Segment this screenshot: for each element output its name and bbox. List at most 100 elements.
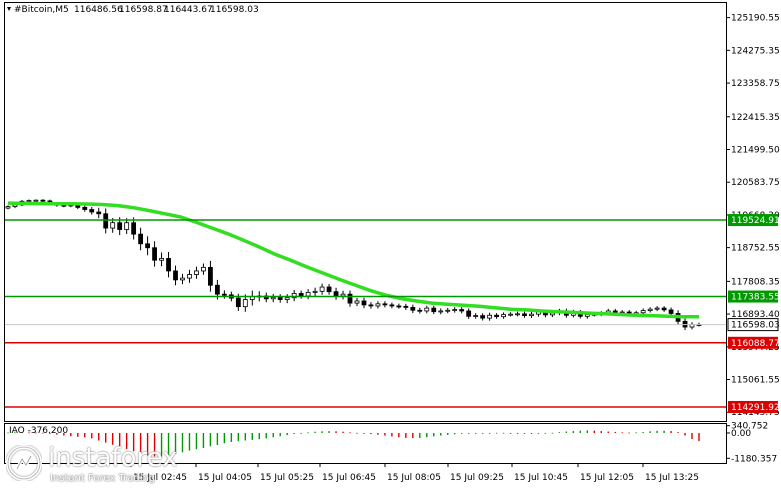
price-axis: 125190.55 124275.35 123358.75 122415.35 1214… [726, 14, 780, 418]
symbol-timeframe: #Bitcoin,M5 [14, 5, 69, 15]
candle-body [417, 309, 423, 312]
indicator-bar [495, 432, 498, 434]
indicator-bar [111, 433, 114, 445]
indicator-bar [474, 433, 477, 434]
indicator-bar [370, 433, 372, 435]
indicator-bar [286, 433, 288, 436]
ohlc-open: 116486.56 [74, 5, 123, 15]
time-tick-label: 15 Jul 08:05 [387, 473, 441, 483]
indicator-bar [628, 432, 630, 434]
candle-body [452, 309, 458, 311]
moving-average-line [7, 201, 699, 319]
candle-body [326, 286, 332, 293]
indicator-bar [35, 432, 37, 434]
indicator-bar [91, 433, 93, 439]
candle-body [284, 297, 290, 300]
ohlc-low: 116443.67 [164, 5, 213, 15]
ohlc-high: 116598.87 [119, 5, 168, 15]
indicator-bar [181, 433, 184, 453]
candle-body [396, 305, 402, 308]
candle-body [242, 299, 248, 308]
indicator-bar [70, 433, 72, 437]
indicator-plot-frame [4, 423, 727, 464]
price-level-tag [728, 290, 778, 303]
indicator-bar [230, 433, 233, 442]
indicator-tick-label: 0.00 [731, 429, 751, 439]
candle-body [612, 310, 618, 313]
indicator-bar [125, 433, 128, 450]
watermark-brand: instaforex [48, 443, 178, 473]
watermark-tagline: Instant Forex Trading [50, 473, 156, 484]
watermark: instaforex Instant Forex Trading [4, 443, 184, 487]
candle-body [368, 304, 374, 307]
price-level-label: 117383.55 [731, 293, 780, 303]
price-tick-label: 124275.35 [731, 46, 780, 56]
indicator-bar [14, 432, 16, 434]
indicator-bar [460, 433, 463, 434]
indicator-bar [447, 433, 449, 435]
indicator-bar [551, 432, 554, 434]
candle-body [431, 307, 437, 313]
indicator-bar [321, 431, 323, 433]
indicator-bar [307, 432, 309, 434]
candle-body [410, 306, 416, 311]
candle-body [354, 300, 360, 304]
indicator-bar [335, 431, 337, 433]
indicator-bar [251, 433, 253, 440]
candle-body [305, 291, 311, 297]
candle-body [5, 206, 11, 209]
candle-body [424, 307, 430, 312]
candle-body [33, 199, 39, 202]
indicator-bar [356, 432, 358, 434]
indicator-bar [467, 433, 470, 434]
indicator-bar [223, 433, 226, 444]
candle-body [214, 284, 220, 295]
candle-body [501, 314, 506, 318]
candle-body [180, 277, 185, 281]
price-tick-label: 117808.35 [731, 277, 780, 287]
candle-body [235, 297, 241, 308]
candle-body [26, 200, 32, 202]
main-plot-frame [4, 2, 727, 422]
price-tick-label: 120583.75 [731, 178, 780, 188]
indicator-bar [565, 431, 568, 433]
indicator-bar [244, 433, 247, 441]
candle-body [138, 233, 144, 245]
candle-body [291, 293, 297, 299]
indicator-bar [342, 431, 344, 433]
candle-body [110, 222, 116, 229]
price-level-label: 114291.92 [731, 403, 780, 413]
indicator-bar [49, 433, 51, 434]
indicator-bar [7, 432, 9, 434]
indicator-bar [488, 433, 491, 434]
candle-body [382, 303, 388, 306]
indicator-bar [209, 433, 212, 447]
indicator-bar [405, 433, 407, 438]
candle-body [459, 309, 465, 312]
indicator-bar [300, 433, 302, 434]
candle-body [640, 310, 646, 314]
price-level-tag [728, 214, 778, 227]
time-tick-label: 15 Jul 13:25 [645, 473, 699, 483]
candle-body [466, 310, 472, 317]
candle-body [438, 310, 444, 313]
candle-body [194, 270, 199, 275]
price-tick-label: 123358.75 [731, 79, 780, 89]
indicator-bar [132, 433, 135, 452]
indicator-bar [349, 432, 351, 434]
candle-body [445, 309, 451, 312]
indicator-tick-label: 340.752 [731, 422, 768, 432]
indicator-bar [642, 431, 644, 433]
dropdown-triangle-icon[interactable] [7, 7, 11, 11]
price-tick-label: 118752.55 [731, 244, 780, 254]
indicator-bar [419, 433, 421, 438]
candle-body [494, 314, 499, 318]
indicator-bar [265, 433, 267, 439]
indicator-bar [314, 431, 316, 433]
price-tick-label: 121499.50 [731, 145, 780, 155]
candle-body [668, 309, 674, 314]
indicator-bar [195, 433, 198, 450]
price-level-label: 119524.91 [731, 216, 780, 226]
price-tick-label: 114145.75 [731, 408, 780, 418]
